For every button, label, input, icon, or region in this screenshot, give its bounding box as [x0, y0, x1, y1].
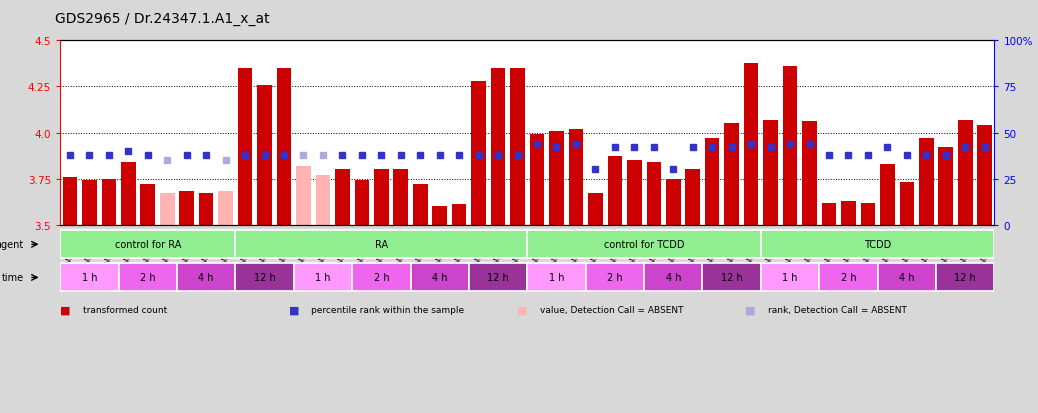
Bar [352, 264, 410, 292]
Bar [822, 203, 837, 225]
Bar [744, 63, 759, 225]
Text: 12 h: 12 h [720, 273, 742, 283]
Bar [469, 264, 527, 292]
Text: ■: ■ [517, 305, 527, 315]
Bar [294, 264, 352, 292]
Bar [236, 264, 294, 292]
Bar [60, 231, 236, 259]
Bar [238, 69, 252, 225]
Bar [511, 69, 525, 225]
Bar [257, 85, 272, 225]
Bar [529, 135, 544, 225]
Text: 12 h: 12 h [954, 273, 976, 283]
Text: 1 h: 1 h [549, 273, 565, 283]
Text: time: time [2, 273, 24, 283]
Bar [783, 67, 797, 225]
Bar [296, 166, 310, 225]
Text: GDS2965 / Dr.24347.1.A1_x_at: GDS2965 / Dr.24347.1.A1_x_at [55, 12, 270, 26]
Text: 4 h: 4 h [665, 273, 681, 283]
Text: ■: ■ [745, 305, 756, 315]
Bar [703, 264, 761, 292]
Bar [900, 183, 914, 225]
Text: value, Detection Call = ABSENT: value, Detection Call = ABSENT [540, 305, 683, 314]
Text: percentile rank within the sample: percentile rank within the sample [311, 305, 465, 314]
Bar [316, 176, 330, 225]
Text: transformed count: transformed count [83, 305, 167, 314]
Text: agent: agent [0, 240, 24, 250]
Bar [763, 120, 777, 225]
Bar [919, 139, 933, 225]
Text: TCDD: TCDD [864, 240, 892, 250]
Bar [180, 192, 194, 225]
Bar [452, 205, 466, 225]
Bar [411, 264, 469, 292]
Bar [160, 194, 174, 225]
Bar [121, 163, 136, 225]
Bar [140, 185, 155, 225]
Bar [647, 163, 661, 225]
Bar [527, 231, 761, 259]
Bar [861, 203, 875, 225]
Text: control for TCDD: control for TCDD [604, 240, 684, 250]
Bar [725, 124, 739, 225]
Bar [705, 139, 719, 225]
Text: 4 h: 4 h [899, 273, 914, 283]
Bar [761, 264, 819, 292]
Bar [355, 181, 370, 225]
Bar [491, 69, 506, 225]
Bar [176, 264, 236, 292]
Text: 4 h: 4 h [432, 273, 447, 283]
Bar [569, 130, 583, 225]
Bar [335, 170, 350, 225]
Text: ■: ■ [60, 305, 71, 315]
Bar [218, 192, 233, 225]
Text: 2 h: 2 h [140, 273, 156, 283]
Bar [62, 177, 77, 225]
Bar [936, 264, 994, 292]
Text: RA: RA [375, 240, 388, 250]
Text: control for RA: control for RA [114, 240, 181, 250]
Text: 2 h: 2 h [374, 273, 389, 283]
Bar [644, 264, 703, 292]
Bar [413, 185, 428, 225]
Bar [880, 164, 895, 225]
Text: 4 h: 4 h [198, 273, 214, 283]
Bar [471, 82, 486, 225]
Bar [374, 170, 388, 225]
Bar [819, 264, 878, 292]
Text: rank, Detection Call = ABSENT: rank, Detection Call = ABSENT [768, 305, 907, 314]
Bar [589, 194, 603, 225]
Bar [877, 264, 936, 292]
Bar [527, 264, 585, 292]
Bar [199, 194, 214, 225]
Bar [607, 157, 622, 225]
Bar [685, 170, 700, 225]
Bar [978, 126, 992, 225]
Bar [666, 179, 681, 225]
Text: ■: ■ [289, 305, 299, 315]
Text: 1 h: 1 h [316, 273, 331, 283]
Bar [433, 206, 447, 225]
Bar [938, 148, 953, 225]
Bar [802, 122, 817, 225]
Bar [60, 264, 118, 292]
Text: 2 h: 2 h [607, 273, 623, 283]
Bar [761, 231, 994, 259]
Bar [102, 179, 116, 225]
Bar [841, 201, 855, 225]
Text: 12 h: 12 h [487, 273, 509, 283]
Bar [585, 264, 644, 292]
Bar [549, 131, 564, 225]
Bar [82, 181, 97, 225]
Bar [118, 264, 176, 292]
Bar [393, 170, 408, 225]
Bar [958, 120, 973, 225]
Bar [277, 69, 292, 225]
Text: 2 h: 2 h [841, 273, 856, 283]
Text: 12 h: 12 h [253, 273, 275, 283]
Bar [236, 231, 527, 259]
Bar [627, 161, 641, 225]
Text: 1 h: 1 h [783, 273, 798, 283]
Text: 1 h: 1 h [82, 273, 98, 283]
